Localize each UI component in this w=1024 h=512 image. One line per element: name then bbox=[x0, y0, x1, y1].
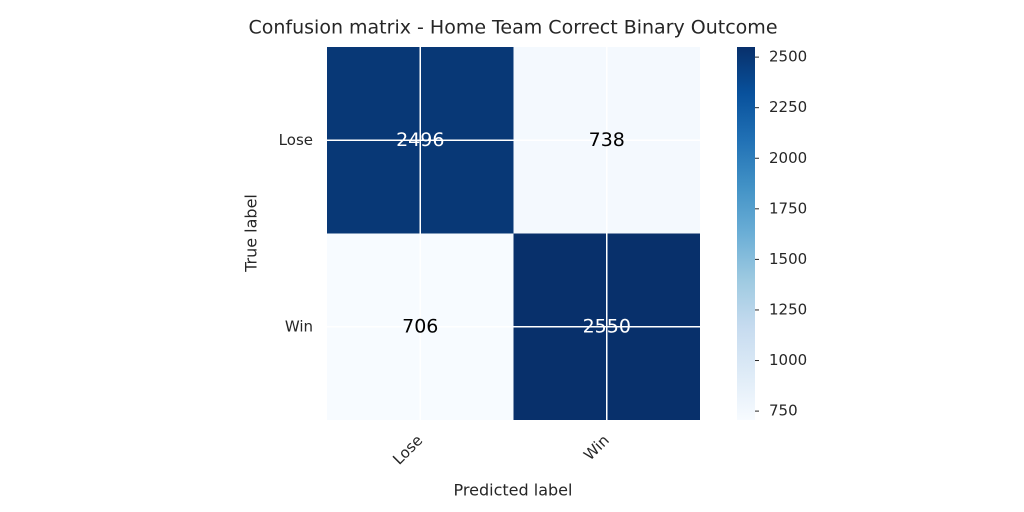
cell-label: 738 bbox=[589, 129, 625, 151]
y-axis-label: True label bbox=[242, 194, 261, 273]
colorbar-tick-label: 1250 bbox=[769, 300, 807, 318]
colorbar bbox=[737, 47, 755, 420]
colorbar-tick-label: 1500 bbox=[769, 250, 807, 268]
colorbar-tick-label: 2250 bbox=[769, 98, 807, 116]
x-tick-label: Win bbox=[580, 431, 613, 464]
colorbar-tick-label: 1000 bbox=[769, 351, 807, 369]
colorbar-tick-label: 1750 bbox=[769, 199, 807, 217]
colorbar-tick-label: 750 bbox=[769, 402, 798, 420]
colorbar-tick-label: 2000 bbox=[769, 149, 807, 167]
cell-label: 2496 bbox=[396, 129, 444, 151]
cell-label: 2550 bbox=[583, 315, 631, 337]
y-tick-label: Lose bbox=[279, 131, 313, 149]
x-tick-label: Lose bbox=[389, 431, 426, 468]
y-tick-label: Win bbox=[285, 317, 313, 335]
cell-label: 706 bbox=[402, 315, 438, 337]
chart-title: Confusion matrix - Home Team Correct Bin… bbox=[248, 17, 777, 39]
colorbar-tick-label: 2500 bbox=[769, 48, 807, 66]
x-axis-label: Predicted label bbox=[454, 481, 573, 500]
